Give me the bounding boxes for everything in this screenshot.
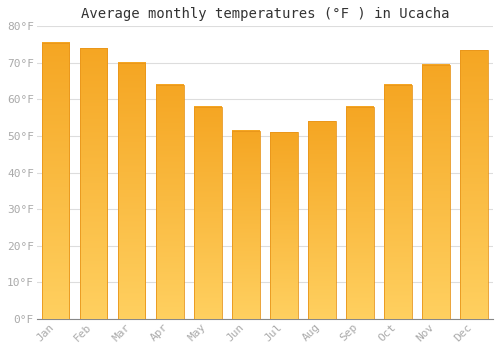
Bar [194, 107, 222, 319]
Bar [308, 121, 336, 319]
Bar [460, 50, 487, 319]
Title: Average monthly temperatures (°F ) in Ucacha: Average monthly temperatures (°F ) in Uc… [80, 7, 449, 21]
Bar [346, 107, 374, 319]
Bar [270, 132, 297, 319]
Bar [232, 131, 260, 319]
Bar [384, 85, 411, 319]
Bar [156, 85, 184, 319]
Bar [118, 63, 146, 319]
Bar [80, 48, 108, 319]
Bar [42, 43, 70, 319]
Bar [422, 65, 450, 319]
